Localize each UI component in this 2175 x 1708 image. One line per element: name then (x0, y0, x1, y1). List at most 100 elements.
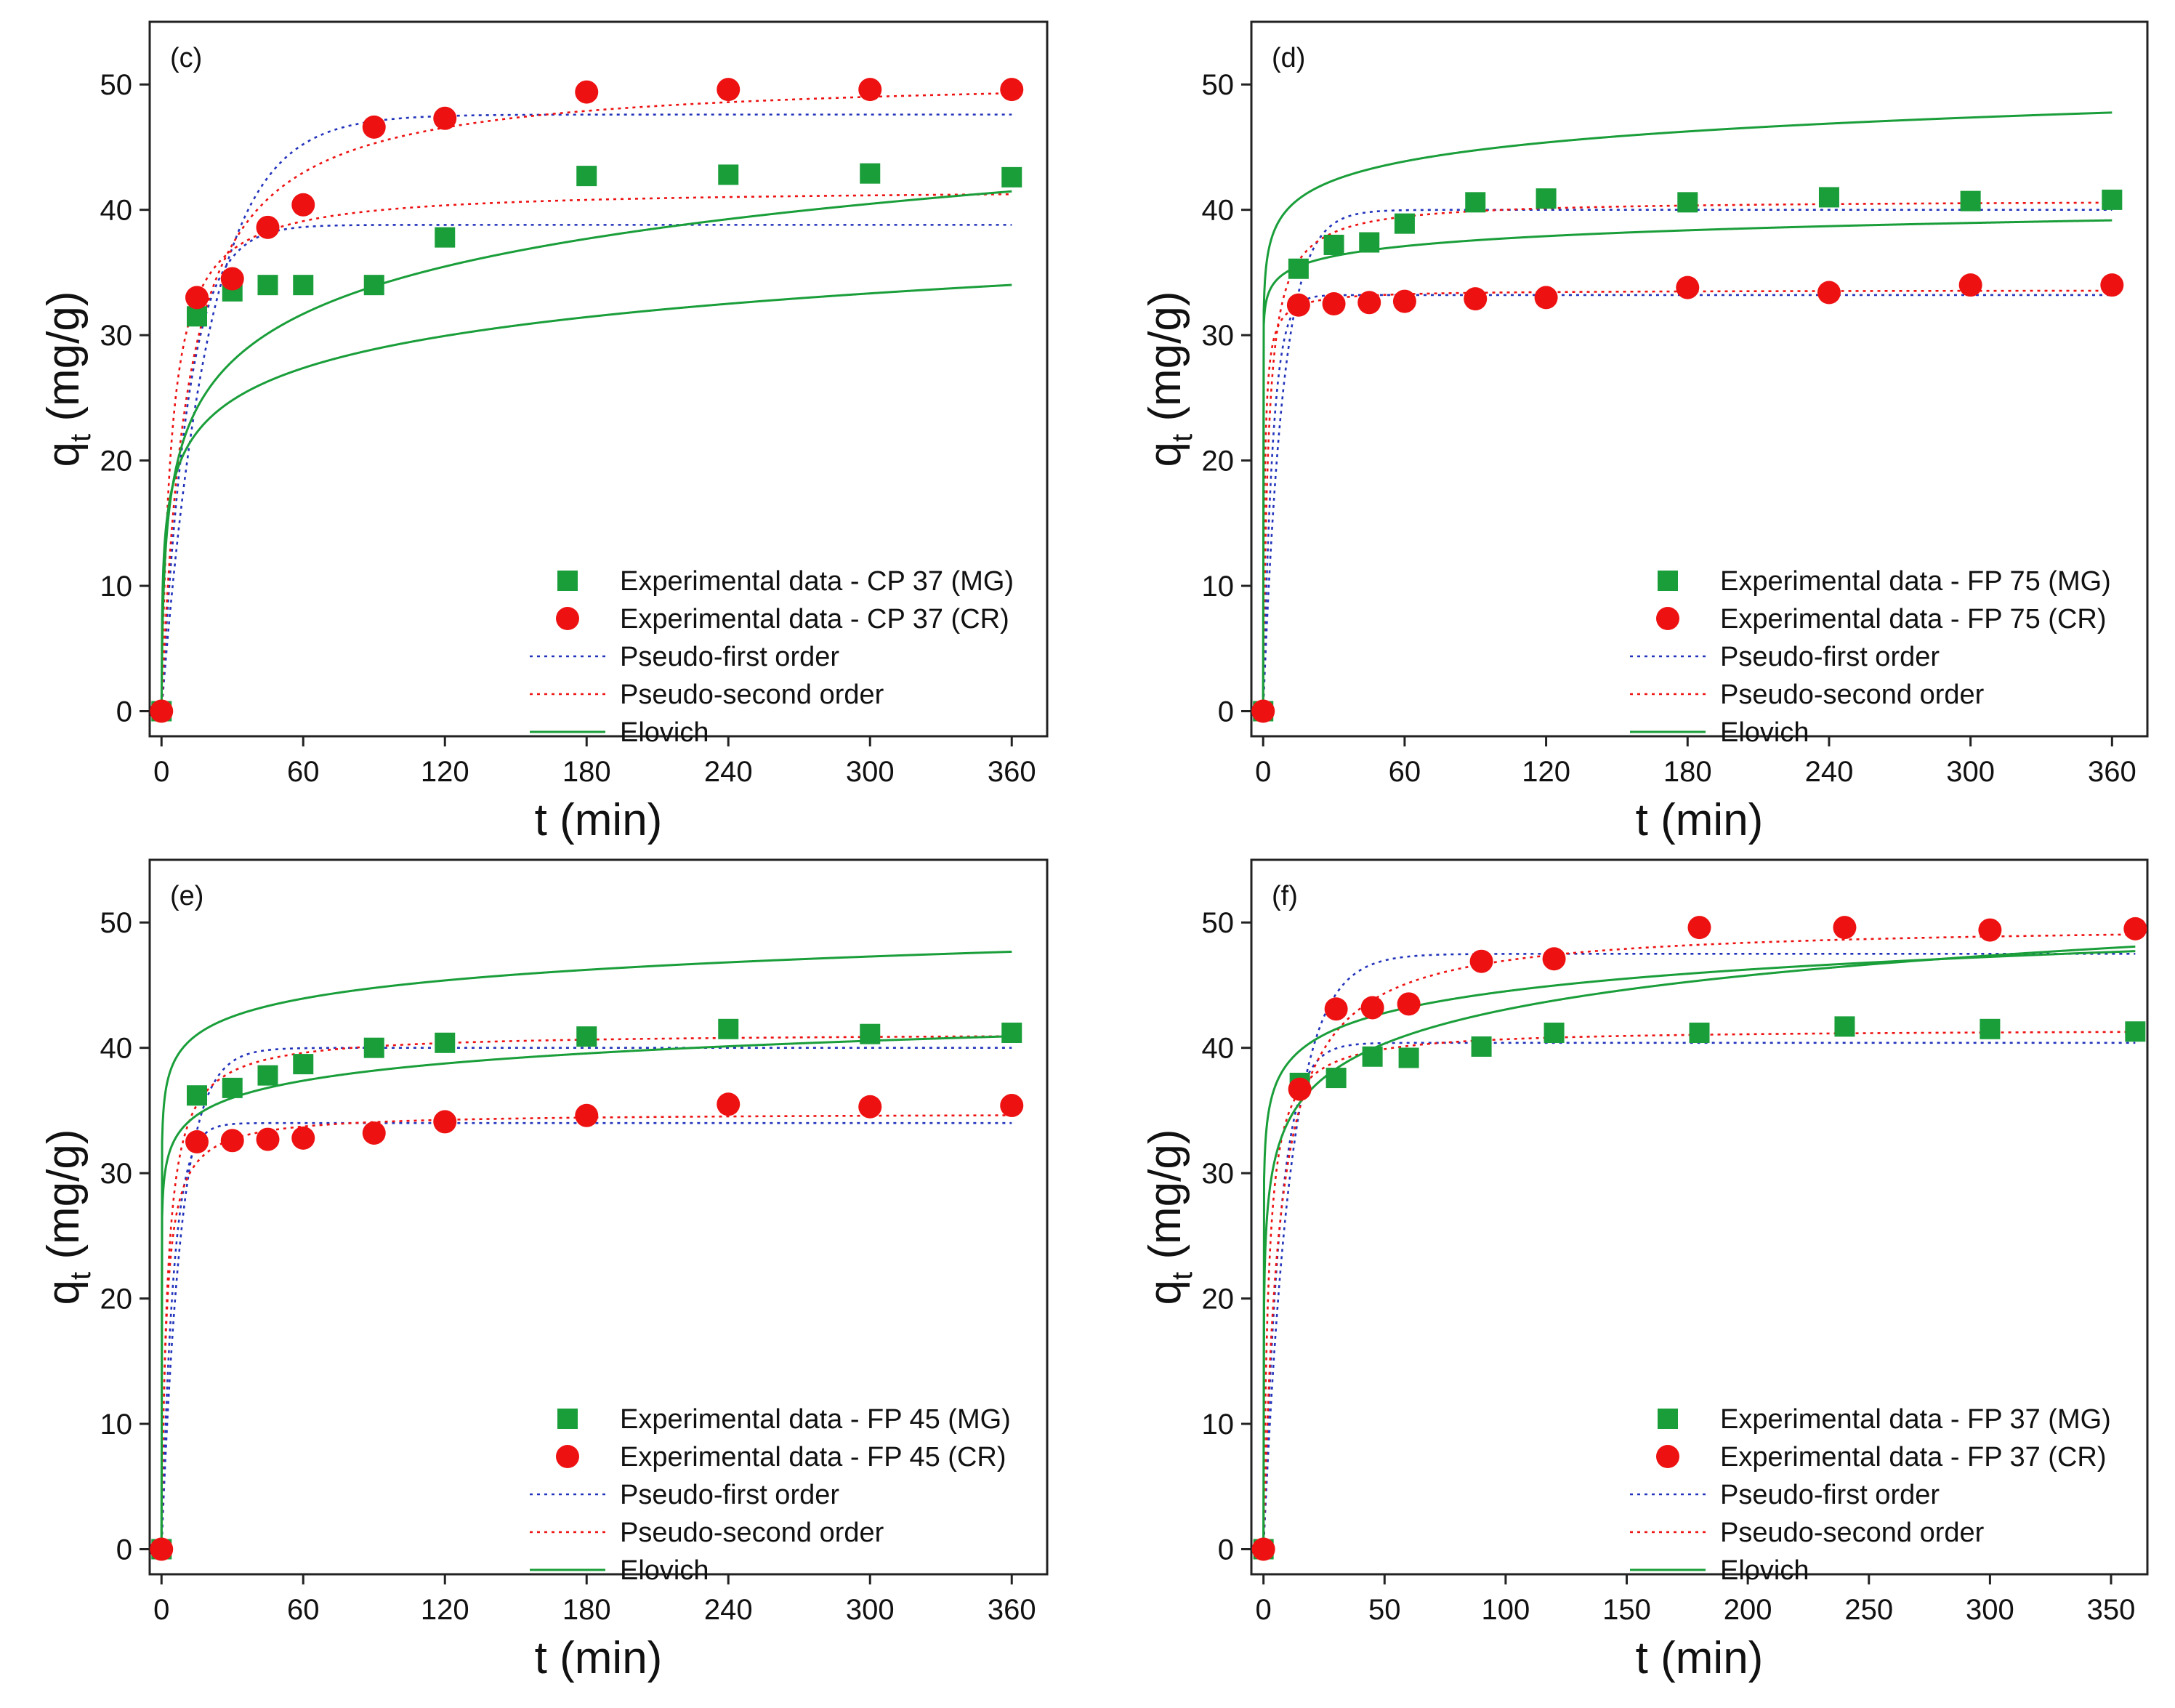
x-tick-label: 60 (1389, 756, 1421, 788)
x-tick-label: 60 (287, 1594, 320, 1626)
legend-marker-circle (556, 1445, 579, 1468)
data-point-circle (1534, 286, 1558, 310)
series-line-pfo-2 (160, 113, 1012, 712)
y-tick-label: 30 (1202, 320, 1235, 352)
y-axis-title-unit: (mg/g) (39, 1129, 89, 1272)
data-point-square (1394, 213, 1415, 234)
y-tick-label: 30 (100, 1158, 133, 1190)
legend-label: Pseudo-first order (1720, 1480, 1940, 1510)
data-point-circle (717, 78, 741, 102)
data-point-square (187, 1085, 207, 1106)
y-tick-label: 20 (100, 1284, 133, 1316)
data-point-circle (858, 78, 882, 102)
y-tick-label: 0 (1218, 696, 1234, 728)
data-point-square (1362, 1046, 1383, 1067)
series-line-elovich-2 (1262, 219, 2113, 712)
legend-label: Pseudo-second order (1720, 680, 1985, 710)
data-point-circle (291, 193, 315, 217)
x-tick-label: 120 (1522, 756, 1570, 788)
y-axis-title-main: q (39, 1280, 89, 1305)
y-axis-title-subscript: t (65, 434, 97, 442)
data-point-square (1689, 1022, 1710, 1043)
x-tick-label: 250 (1844, 1594, 1893, 1626)
legend-label: Elovich (620, 1555, 709, 1586)
x-axis-title: t (min) (1636, 1633, 1764, 1683)
data-point-square (1677, 192, 1698, 213)
panel-label: (e) (170, 881, 203, 911)
data-point-square (1980, 1018, 2001, 1039)
x-tick-label: 240 (704, 756, 753, 788)
y-axis-title-subscript: t (1166, 434, 1198, 442)
y-tick-label: 20 (1202, 446, 1235, 478)
legend: Experimental data - FP 75 (MG) Experiment… (1630, 566, 2111, 748)
data-point-square (363, 275, 384, 296)
y-tick-label: 30 (1202, 1158, 1235, 1190)
legend-label: Experimental data - FP 45 (MG) (620, 1404, 1011, 1435)
chart-panel-2: 0 60 120 180 240 300 360 0 10 20 30 40 50 t (min) qt (… (1140, 20, 2149, 845)
y-tick-label: 50 (100, 907, 133, 939)
y-tick-label: 20 (100, 446, 133, 478)
plot-area (160, 92, 1012, 712)
y-tick-label: 0 (1218, 1534, 1234, 1566)
legend-label: Pseudo-first order (620, 1480, 839, 1510)
data-point-circle (1464, 287, 1488, 311)
data-point-circle (1251, 1537, 1275, 1561)
y-axis-title-main: q (1140, 1280, 1190, 1305)
data-point-square (222, 1077, 243, 1098)
data-point-circle (256, 1127, 280, 1151)
data-point-circle (1324, 997, 1348, 1021)
series-line-elovich-1 (160, 950, 1012, 1550)
data-point-circle (1322, 292, 1346, 316)
x-tick-label: 0 (153, 756, 169, 788)
data-point-square (1288, 258, 1309, 279)
data-point-circle (1000, 1094, 1024, 1118)
legend-marker-square (557, 571, 578, 591)
data-point-square (2102, 189, 2123, 210)
y-axis-title-unit: (mg/g) (1140, 291, 1190, 434)
y-tick-label: 10 (1202, 571, 1235, 603)
series-line-elovich-1 (1262, 111, 2113, 712)
panel-label: (d) (1272, 43, 1305, 73)
data-point-circle (362, 115, 386, 139)
y-tick-label: 50 (1202, 69, 1235, 101)
data-point-circle (150, 699, 174, 723)
data-point-square (576, 1026, 597, 1047)
y-tick-label: 10 (100, 571, 133, 603)
data-point-circle (1392, 289, 1416, 313)
data-point-square (293, 275, 314, 296)
data-point-circle (1469, 949, 1493, 973)
data-point-circle (2123, 917, 2147, 940)
y-axis-title-subscript: t (1166, 1272, 1198, 1280)
x-tick-label: 180 (562, 756, 611, 788)
chart-panel-3: 0 60 120 180 240 300 360 0 10 20 30 40 50 t (min) qt (… (39, 858, 1049, 1683)
x-tick-label: 50 (1368, 1594, 1401, 1626)
data-point-square (1323, 234, 1344, 255)
x-tick-label: 300 (846, 756, 895, 788)
data-point-circle (433, 106, 457, 130)
data-point-circle (150, 1537, 174, 1561)
data-point-square (860, 1023, 881, 1044)
data-point-circle (291, 1126, 315, 1150)
data-point-circle (1676, 275, 1700, 299)
y-axis-title: qt (mg/g) (39, 1129, 97, 1305)
series-line-pfo-2 (1262, 953, 2136, 1550)
legend-marker-circle (1656, 1445, 1679, 1468)
y-tick-label: 40 (1202, 195, 1235, 227)
data-point-circle (433, 1110, 457, 1134)
data-point-square (1960, 190, 1981, 212)
legend-label: Elovich (1720, 1555, 1809, 1586)
legend-label: Experimental data - FP 37 (CR) (1720, 1442, 2107, 1473)
y-axis-title-main: q (39, 442, 89, 467)
data-point-square (2125, 1021, 2146, 1042)
y-axis-title: qt (mg/g) (1140, 291, 1198, 467)
series-line-pso-1 (160, 193, 1012, 712)
series-line-elovich-2 (160, 190, 1012, 712)
data-point-square (187, 306, 207, 327)
x-tick-label: 200 (1724, 1594, 1772, 1626)
data-point-square (860, 163, 881, 184)
plot-frame (1250, 20, 2149, 738)
y-axis-title-unit: (mg/g) (39, 291, 89, 434)
legend-label: Elovich (1720, 717, 1809, 748)
data-point-circle (575, 1103, 599, 1127)
